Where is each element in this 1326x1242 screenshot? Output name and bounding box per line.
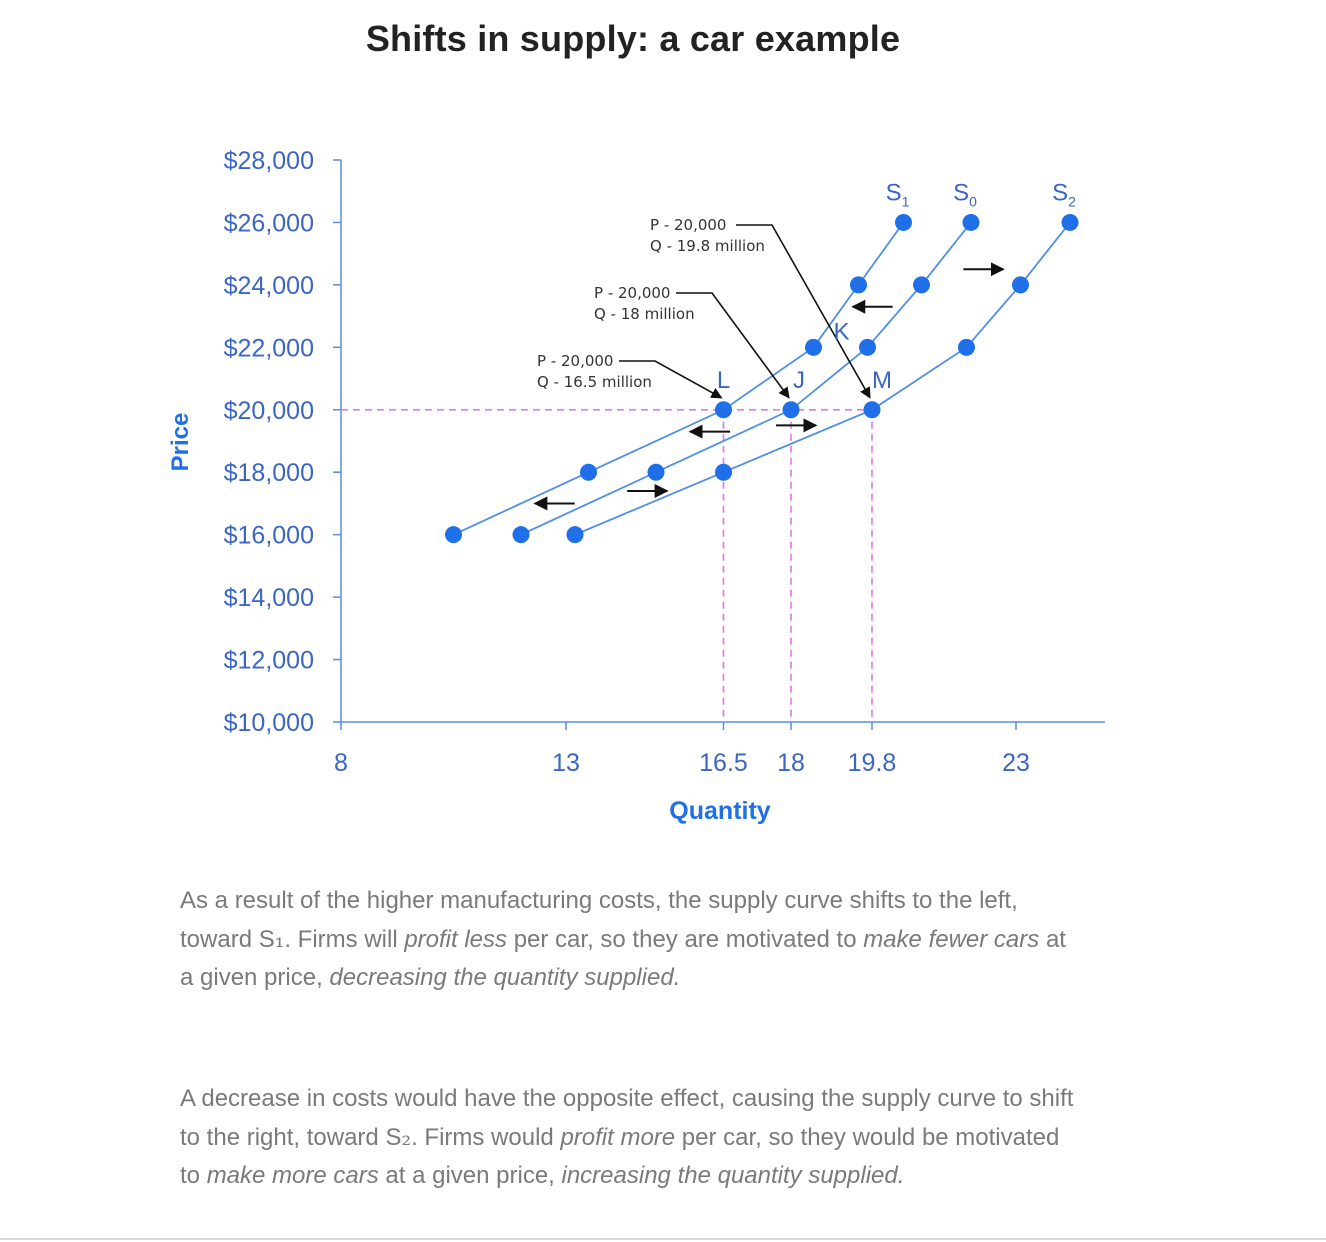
para2-text-1: A decrease in costs would have the oppos… — [180, 1085, 1074, 1151]
point-s2 — [958, 338, 975, 356]
y-axis-label: Price — [167, 413, 194, 472]
bottom-divider — [0, 1238, 1326, 1240]
point-s2 — [566, 526, 584, 544]
para2-emphasis-2: make more cars — [206, 1162, 379, 1189]
annotation-leader-arrow — [736, 224, 871, 399]
point-s2 — [863, 401, 881, 419]
point-s0 — [782, 401, 800, 419]
x-tick-label: 19.8 — [848, 749, 897, 777]
y-tick-label: $10,000 — [224, 709, 314, 737]
annotation-price: P - 20,000 — [650, 216, 726, 234]
x-tick-label: 16.5 — [699, 749, 748, 777]
para1-emphasis-2: make fewer cars — [863, 926, 1040, 953]
point-label-j: J — [793, 367, 805, 394]
explanation-paragraph-left-shift: As a result of the higher manufacturing … — [180, 882, 1080, 997]
para2-text-3: per car, so they would be motivated to — [180, 1124, 1060, 1189]
curve-label-subscript-s0: 0 — [969, 193, 977, 209]
annotation-quantity: Q - 16.5 million — [537, 373, 652, 391]
point-s1 — [445, 526, 462, 544]
curve-label-subscript-s1: 1 — [902, 193, 910, 209]
annotation-price: P - 20,000 — [594, 284, 670, 302]
point-label-l: L — [717, 367, 730, 394]
point-s0 — [859, 338, 876, 356]
point-s1 — [850, 276, 867, 294]
point-label-k: K — [833, 318, 849, 345]
para1-text-1: As a result of the higher manufacturing … — [180, 887, 1018, 953]
point-s2 — [715, 463, 732, 481]
supply-curve-s1 — [453, 221, 905, 536]
point-s1 — [805, 338, 822, 356]
x-tick-label: 8 — [334, 749, 348, 777]
y-tick-label: $18,000 — [224, 459, 314, 487]
annotation-price: P - 20,000 — [537, 352, 613, 370]
para2-subscript: ₂ — [401, 1123, 412, 1151]
x-tick-label: 23 — [1002, 749, 1030, 777]
annotation-quantity: Q - 19.8 million — [650, 237, 765, 255]
y-tick-label: $28,000 — [224, 147, 314, 175]
supply-shift-chart: $10,000 $12,000 $14,000 $16,000 $18,000 $20,0… — [167, 147, 1105, 825]
point-s0 — [962, 213, 980, 231]
para1-text-3: per car, so they are motivated to — [507, 926, 864, 953]
supply-curve-s2 — [574, 221, 1071, 536]
point-s1 — [895, 213, 912, 231]
page-title: Shifts in supply: a car example — [365, 18, 901, 59]
y-tick-label: $14,000 — [224, 584, 314, 612]
para1-text-2: . Firms will — [284, 926, 405, 953]
y-tick-label: $24,000 — [224, 272, 314, 300]
para2-emphasis-1: profit more — [560, 1124, 676, 1151]
point-s1 — [715, 401, 732, 419]
y-tick-label: $12,000 — [224, 647, 314, 675]
y-tick-label: $26,000 — [224, 209, 314, 237]
annotation-leader-arrow — [619, 360, 723, 399]
point-label-m: M — [872, 367, 892, 394]
para2-emphasis-3: increasing the quantity supplied. — [561, 1162, 905, 1189]
explanation-paragraph-right-shift: A decrease in costs would have the oppos… — [180, 1080, 1080, 1195]
y-tick-label: $16,000 — [224, 522, 314, 550]
para1-emphasis-1: profit less — [404, 926, 508, 953]
point-s0 — [512, 526, 530, 544]
x-tick-label: 13 — [552, 749, 580, 777]
x-axis-label: Quantity — [669, 797, 770, 825]
curve-label-s1: S1 — [886, 179, 910, 209]
supply-curve-s0 — [520, 221, 972, 536]
annotation-leader-arrow — [676, 292, 790, 399]
para2-text-2: . Firms would — [411, 1124, 561, 1151]
point-s2 — [1012, 276, 1029, 294]
para1-subscript: ₁ — [274, 925, 285, 953]
annotation-quantity: Q - 18 million — [594, 305, 695, 323]
y-tick-label: $20,000 — [224, 397, 314, 425]
curve-label-s2: S2 — [1052, 179, 1076, 209]
point-s0 — [647, 463, 665, 481]
x-tick-label: 18 — [777, 749, 805, 777]
curve-label-subscript-s2: 2 — [1068, 193, 1076, 209]
point-s1 — [580, 463, 597, 481]
para1-text-4: at a given price, — [180, 926, 1066, 991]
point-s0 — [913, 276, 930, 294]
curve-label-s0: S0 — [953, 179, 977, 209]
para2-text-4: at a given price, — [378, 1162, 562, 1189]
y-tick-label: $22,000 — [224, 334, 314, 362]
point-s2 — [1061, 213, 1079, 231]
para1-emphasis-3: decreasing the quantity supplied. — [329, 964, 681, 991]
